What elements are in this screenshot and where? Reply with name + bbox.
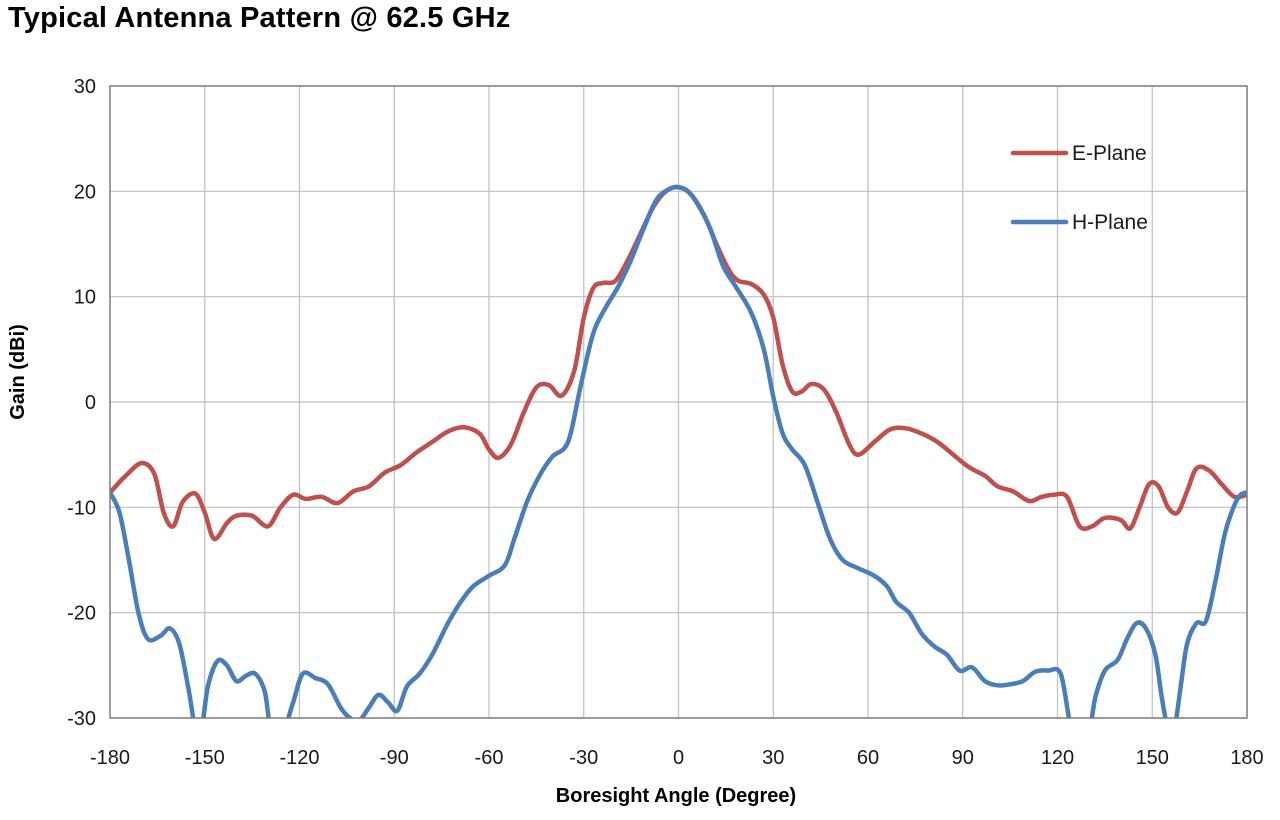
x-tick-label: 60 bbox=[857, 747, 879, 769]
x-tick-label: -30 bbox=[569, 747, 598, 769]
plot-border bbox=[109, 85, 1248, 719]
y-axis-title: Gain (dBi) bbox=[7, 324, 29, 420]
x-tick-label: -180 bbox=[90, 747, 130, 769]
x-tick-label: -120 bbox=[279, 747, 319, 769]
x-tick-labels: -180 -150 -120 -90 -60 -30 0 30 60 90 120 150 180 bbox=[90, 747, 1264, 769]
y-tick-label: 30 bbox=[74, 76, 96, 98]
x-tick-label: -60 bbox=[475, 747, 504, 769]
x-tick-label: 90 bbox=[952, 747, 974, 769]
chart-title: Typical Antenna Pattern @ 62.5 GHz bbox=[8, 2, 511, 34]
x-axis-title: Boresight Angle (Degree) bbox=[556, 785, 796, 807]
y-tick-label: -10 bbox=[67, 497, 96, 519]
h-plane-line bbox=[110, 184, 1247, 718]
x-tick-label: 150 bbox=[1136, 747, 1169, 769]
y-tick-label: 0 bbox=[85, 392, 96, 414]
legend: E-Plane H-Plane bbox=[1010, 142, 1148, 234]
x-tick-label: 180 bbox=[1230, 747, 1263, 769]
x-tick-label: 120 bbox=[1041, 747, 1074, 769]
legend-label-h-plane: H-Plane bbox=[1072, 211, 1148, 234]
y-tick-label: 20 bbox=[74, 181, 96, 203]
series-lines bbox=[110, 184, 1247, 718]
x-tick-label: -150 bbox=[185, 747, 225, 769]
y-tick-labels: 30 20 10 0 -10 -20 -30 bbox=[67, 76, 96, 730]
legend-label-e-plane: E-Plane bbox=[1072, 142, 1147, 165]
x-tick-label: 0 bbox=[673, 747, 684, 769]
y-tick-label: -20 bbox=[67, 603, 96, 625]
y-tick-label: -30 bbox=[67, 708, 96, 730]
y-tick-label: 10 bbox=[74, 287, 96, 309]
x-tick-label: -90 bbox=[380, 747, 409, 769]
x-tick-label: 30 bbox=[762, 747, 784, 769]
